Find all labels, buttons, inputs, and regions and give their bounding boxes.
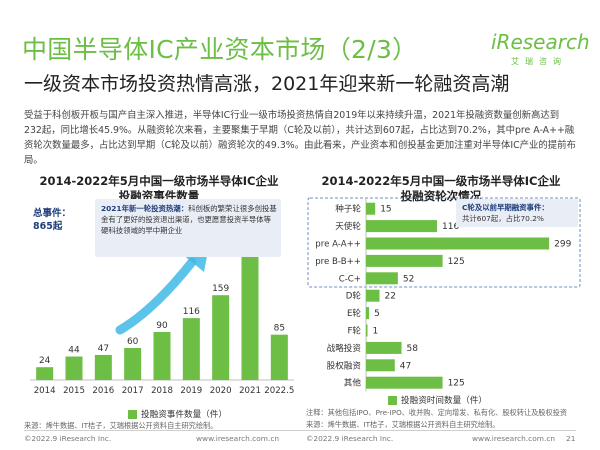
left-x-tick: 2022.5	[264, 386, 294, 396]
total-events-value: 865起	[33, 221, 63, 232]
left-bar	[212, 295, 230, 380]
right-y-tick: D轮	[346, 290, 362, 302]
callout-body: 科创板的繁荣让很多创投基金有了更好的投资退出渠道，也更愿意投资半导体等硬科技领域…	[101, 204, 277, 235]
left-x-tick: 2016	[92, 386, 114, 396]
left-bar	[241, 256, 259, 380]
left-bar	[94, 354, 112, 380]
left-legend: 投融资事件数量（件）	[128, 408, 227, 420]
left-bar-value: 90	[156, 321, 168, 331]
iresearch-logo: iResearch 艾瑞咨询	[489, 30, 590, 70]
right-bar	[366, 254, 443, 267]
right-note: 注释：其他包括IPO、Pre-IPO、收并购、定向增发、私有化、股权转让及股权投…	[306, 408, 568, 417]
right-legend-label: 投融资时间数量（件）	[401, 396, 487, 406]
right-bar	[366, 202, 376, 215]
intro-paragraph: 受益于科创板开板与国产自主深入推进，半导体IC行业一级市场投资热情自2019年以…	[24, 110, 576, 166]
right-bar	[366, 237, 550, 250]
right-bar-value: 52	[403, 274, 414, 284]
right-y-tick: F轮	[347, 325, 361, 337]
footer-copyright-left: ©2022.9 iResearch Inc.	[24, 434, 112, 443]
right-bar	[366, 341, 402, 354]
right-bar	[366, 220, 438, 233]
right-bar	[366, 324, 368, 337]
right-y-tick: 种子轮	[335, 203, 361, 215]
left-bar-value: 116	[183, 307, 200, 317]
early-stage-bracket	[307, 197, 581, 288]
right-source: 来源：烯牛数据、IT桔子，艾瑞根据公开资料自主研究绘制。	[306, 420, 500, 429]
right-chart-title: 2014-2022年5月中国一级市场半导体IC企业 投融资轮次情况	[306, 174, 576, 204]
left-x-tick: 2019	[180, 386, 202, 396]
right-chart-title-line1: 2014-2022年5月中国一级市场半导体IC企业	[321, 174, 561, 188]
left-bar-value: 24	[39, 356, 51, 366]
right-y-tick: 天使轮	[335, 220, 361, 232]
page-subtitle: 一级资本市场投资热情高涨，2021年迎来新一轮融资高潮	[24, 73, 510, 95]
left-bar-value: 47	[98, 344, 109, 354]
right-y-tick: 股权融资	[327, 359, 362, 371]
page-number: 21	[566, 434, 576, 443]
investment-boom-callout: 2021年新一轮投资热潮：科创板的繁荣让很多创投基金有了更好的投资退出渠道，也更…	[95, 199, 281, 257]
right-bar-value: 58	[407, 344, 419, 354]
right-bar-value: 125	[448, 379, 465, 389]
right-y-tick: E轮	[347, 307, 361, 319]
left-bar	[124, 348, 142, 380]
right-y-tick: pre A-A++	[315, 240, 361, 250]
left-x-tick: 2015	[63, 386, 85, 396]
total-events-caption: 总事件：	[33, 208, 72, 219]
left-bar-value: 159	[212, 284, 229, 294]
footer-copyright-right: ©2022.9 iResearch Inc.	[306, 434, 394, 443]
right-bar	[366, 359, 395, 372]
left-source: 来源：烯牛数据、IT桔子，艾瑞根据公开资料自主研究绘制。	[24, 421, 218, 430]
growth-arrow-shaft	[115, 257, 197, 335]
right-y-tick: 其他	[344, 377, 362, 389]
right-bar-value: 22	[384, 292, 395, 302]
footer-divider	[24, 430, 576, 431]
left-bar	[270, 334, 288, 380]
callout-title: 2021年新一轮投资热潮：	[101, 204, 189, 213]
left-bar-value: 44	[68, 346, 80, 356]
footer-url-left: www.iresearch.com.cn	[196, 434, 280, 443]
footer-url-right: www.iresearch.com.cn	[472, 434, 556, 443]
right-legend-swatch	[388, 396, 397, 405]
right-legend: 投融资时间数量（件）	[388, 394, 487, 406]
left-x-tick: 2017	[122, 386, 144, 396]
left-bar	[65, 356, 83, 380]
page-title: 中国半导体IC产业资本市场（2/3）	[22, 35, 418, 64]
right-bar-value: 1	[373, 327, 379, 337]
right-bar-value: 5	[374, 309, 380, 319]
left-x-tick: 2014	[34, 386, 56, 396]
early-stage-note-body: 共计607起，占比70.2%	[462, 214, 544, 223]
logo-text: iResearch	[491, 30, 590, 54]
right-bar	[366, 376, 443, 389]
early-stage-note-title: C轮及以前早期融资事件：	[462, 203, 549, 212]
total-events-label: 总事件： 865起	[33, 207, 71, 233]
right-bar-value: 299	[554, 240, 571, 250]
right-bar-value: 125	[448, 257, 465, 267]
right-y-tick: pre B-B++	[315, 257, 361, 267]
left-bar-value: 60	[127, 337, 139, 347]
left-bar	[182, 318, 200, 380]
right-bar-value: 116	[442, 222, 459, 232]
right-bar-value: 47	[400, 361, 411, 371]
left-x-tick: 2021	[239, 386, 261, 396]
right-y-tick: C-C+	[339, 274, 361, 284]
right-bar	[366, 307, 370, 320]
left-legend-swatch	[128, 410, 137, 419]
left-legend-label: 投融资事件数量（件）	[141, 410, 227, 420]
right-y-tick: 战略投资	[327, 342, 362, 354]
left-chart-title-line1: 2014-2022年5月中国一级市场半导体IC企业	[39, 174, 279, 188]
left-x-tick: 2020	[210, 386, 232, 396]
left-bar	[36, 367, 54, 380]
early-stage-note: C轮及以前早期融资事件： 共计607起，占比70.2%	[456, 199, 578, 227]
left-bar	[153, 332, 171, 380]
left-x-tick: 2018	[151, 386, 173, 396]
left-bar-value: 85	[274, 324, 285, 334]
right-bar	[366, 272, 398, 285]
right-bar	[366, 289, 380, 302]
right-bar-value: 15	[380, 205, 391, 215]
logo-subtext: 艾瑞咨询	[511, 57, 567, 66]
